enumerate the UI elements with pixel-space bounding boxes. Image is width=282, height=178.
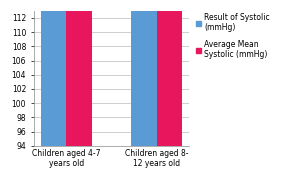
Bar <box>41 0 66 146</box>
Legend: Result of Systolic
(mmHg), Average Mean
Systolic (mmHg): Result of Systolic (mmHg), Average Mean … <box>196 13 270 59</box>
Bar <box>131 0 157 146</box>
Bar <box>157 0 182 146</box>
Bar <box>66 0 91 146</box>
